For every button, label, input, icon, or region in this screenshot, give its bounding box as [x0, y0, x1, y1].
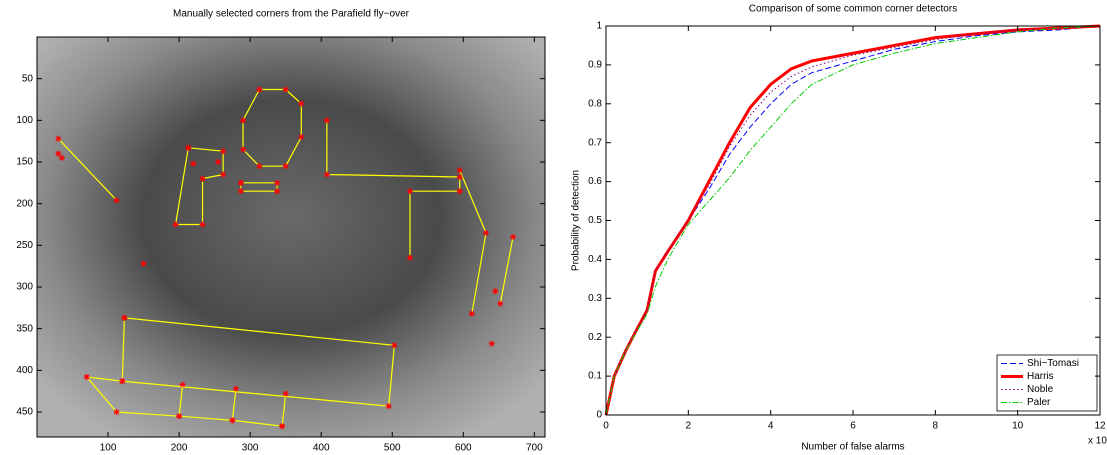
- corner-marker: [489, 341, 495, 347]
- x-tick-label: 100: [100, 443, 117, 454]
- legend-label: Shi−Tomasi: [1027, 358, 1079, 369]
- corner-marker: [407, 188, 413, 194]
- corner-marker: [256, 87, 262, 93]
- corner-marker: [119, 378, 125, 384]
- y-tick-label: 200: [16, 198, 33, 209]
- x-multiplier: x 10⁴: [1088, 436, 1107, 447]
- corner-marker: [274, 180, 280, 186]
- corner-marker: [176, 413, 182, 419]
- y-tick-label: 0.8: [588, 98, 602, 109]
- legend-label: Harris: [1027, 371, 1054, 382]
- corner-marker: [229, 417, 235, 423]
- x-tick-label: 6: [850, 421, 856, 432]
- corner-marker: [240, 117, 246, 123]
- corner-marker: [274, 188, 280, 194]
- x-tick-label: 300: [242, 443, 259, 454]
- corner-marker: [283, 163, 289, 169]
- corner-marker: [220, 172, 226, 178]
- y-tick-label: 0: [596, 410, 602, 421]
- x-tick-label: 200: [171, 443, 188, 454]
- y-tick-label: 250: [16, 240, 33, 251]
- corner-marker: [220, 148, 226, 154]
- corner-marker: [238, 180, 244, 186]
- y-tick-label: 0.1: [588, 371, 602, 382]
- x-tick-label: 2: [686, 421, 692, 432]
- x-tick-label: 700: [526, 443, 543, 454]
- y-tick-label: 0.7: [588, 137, 602, 148]
- corner-marker: [298, 101, 304, 107]
- corner-marker: [510, 234, 516, 240]
- y-tick-label: 50: [22, 73, 34, 84]
- chart-title: Comparison of some common corner detecto…: [749, 4, 957, 15]
- corner-marker: [114, 197, 120, 203]
- y-tick-label: 0.5: [588, 215, 602, 226]
- y-tick-label: 150: [16, 157, 33, 168]
- chart-title: Manually selected corners from the Paraf…: [173, 9, 410, 20]
- corner-marker: [180, 382, 186, 388]
- x-tick-label: 8: [933, 421, 939, 432]
- corner-marker: [492, 288, 498, 294]
- y-tick-label: 0.4: [588, 254, 602, 265]
- corner-marker: [121, 315, 127, 321]
- legend-label: Paler: [1027, 397, 1051, 408]
- corner-marker: [200, 222, 206, 228]
- corner-marker: [391, 342, 397, 348]
- y-tick-label: 1: [596, 21, 602, 32]
- page: Manually selected corners from the Paraf…: [0, 0, 1107, 455]
- corner-marker: [324, 117, 330, 123]
- x-tick-label: 500: [384, 443, 401, 454]
- corner-marker: [457, 188, 463, 194]
- x-tick-label: 4: [768, 421, 774, 432]
- x-tick-label: 600: [455, 443, 472, 454]
- x-tick-label: 400: [313, 443, 330, 454]
- corner-marker: [469, 311, 475, 317]
- y-tick-label: 100: [16, 115, 33, 126]
- corner-marker: [279, 423, 285, 429]
- corner-marker: [185, 145, 191, 151]
- y-tick-label: 450: [16, 407, 33, 418]
- x-tick-label: 12: [1094, 421, 1106, 432]
- corner-marker: [190, 161, 196, 167]
- corner-marker: [457, 174, 463, 180]
- corner-marker: [215, 159, 221, 165]
- corner-marker: [141, 261, 147, 267]
- photo: [37, 37, 545, 437]
- figure: Manually selected corners from the Paraf…: [0, 0, 1107, 455]
- y-axis-label: Probability of detection: [571, 170, 582, 271]
- legend-label: Noble: [1027, 384, 1054, 395]
- corner-marker: [457, 167, 463, 173]
- corner-marker: [200, 176, 206, 182]
- corner-marker: [497, 301, 503, 307]
- corner-marker: [238, 188, 244, 194]
- x-tick-label: 10: [1012, 421, 1024, 432]
- x-tick-label: 0: [603, 421, 609, 432]
- corner-marker: [283, 391, 289, 397]
- y-tick-label: 400: [16, 365, 33, 376]
- x-axis-label: Number of false alarms: [801, 442, 904, 453]
- corner-marker: [173, 222, 179, 228]
- corner-marker: [233, 386, 239, 392]
- y-tick-label: 0.3: [588, 293, 602, 304]
- corner-marker: [386, 403, 392, 409]
- corner-marker: [324, 172, 330, 178]
- corner-marker: [256, 163, 262, 169]
- corner-marker: [283, 87, 289, 93]
- y-tick-label: 0.6: [588, 176, 602, 187]
- corner-marker: [407, 255, 413, 261]
- y-tick-label: 0.9: [588, 60, 602, 71]
- corner-marker: [240, 147, 246, 153]
- y-tick-label: 0.2: [588, 332, 602, 343]
- y-tick-label: 350: [16, 323, 33, 334]
- corner-marker: [55, 136, 61, 142]
- corner-marker: [114, 409, 120, 415]
- y-tick-label: 300: [16, 282, 33, 293]
- corner-marker: [59, 155, 65, 161]
- corner-marker: [84, 374, 90, 380]
- corner-marker: [483, 230, 489, 236]
- corner-marker: [298, 134, 304, 140]
